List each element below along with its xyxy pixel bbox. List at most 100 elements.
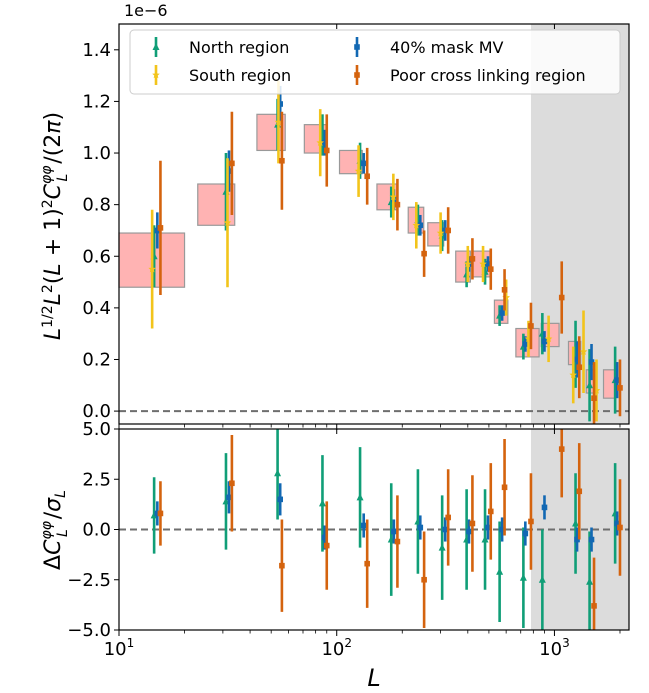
bottom-point-0-4 [356, 493, 364, 501]
bottom-point-1-14 [588, 536, 595, 543]
top-point-1-12 [541, 338, 548, 345]
bottom-point-3-11 [528, 518, 534, 525]
top-point-1-1 [226, 168, 232, 174]
top-point-2-1 [223, 218, 232, 226]
top-point-3-2 [279, 157, 285, 164]
bottom-point-1-13 [574, 536, 580, 543]
top-point-3-5 [394, 201, 401, 208]
bottom-point-3-5 [394, 538, 401, 545]
bottom-point-1-11 [522, 530, 529, 537]
reference-lines-layer [119, 410, 629, 531]
bottom-point-3-13 [576, 488, 583, 495]
bottom-y-tick-label-0: −5.0 [67, 620, 111, 641]
bottom-point-1-7 [442, 526, 449, 533]
data-points-layer [148, 80, 623, 630]
bottom-point-0-9 [481, 535, 489, 543]
top-point-3-13 [576, 364, 583, 371]
top-point-1-3 [321, 139, 328, 146]
top-point-1-9 [485, 261, 491, 267]
bottom-point-1-5 [391, 528, 397, 535]
top-point-2-12 [544, 334, 553, 343]
top-point-2-5 [389, 192, 398, 201]
legend-label-north: North region [189, 38, 289, 57]
top-point-3-15 [617, 385, 623, 391]
top-y-tick-label-2: 0.4 [82, 298, 111, 319]
bottom-point-3-0 [157, 510, 164, 517]
axes-layer: 0.0 0.2 0.4 0.6 0.8 1.0 1.2 1.4 −5.0 −2.5 0.0 2.5 5.… [67, 23, 630, 660]
bottom-point-3-3 [323, 542, 330, 549]
top-point-2-6 [412, 221, 421, 229]
bottom-point-0-14 [586, 577, 594, 585]
top-point-2-7 [436, 229, 445, 237]
bottom-point-1-1 [226, 494, 232, 501]
top-point-3-8 [469, 256, 476, 262]
top-point-3-9 [487, 266, 494, 272]
bottom-point-3-9 [487, 508, 494, 515]
bottom-point-3-1 [229, 480, 235, 487]
bottom-point-0-0 [150, 511, 158, 519]
top-point-3-11 [528, 323, 534, 329]
bottom-point-1-15 [614, 520, 620, 527]
top-axes-frame [118, 23, 630, 425]
bottom-point-3-12 [558, 446, 565, 452]
top-y-tick-label-3: 0.6 [82, 246, 111, 267]
top-point-0-14 [586, 381, 594, 389]
top-y-tick-label-0: 0.0 [82, 401, 111, 422]
top-point-3-1 [229, 160, 235, 167]
legend-markers [152, 37, 360, 85]
top-point-3-0 [157, 225, 164, 231]
bottom-point-0-11 [519, 573, 527, 581]
top-point-2-9 [479, 260, 487, 268]
legend-marker-1 [354, 44, 360, 50]
top-y-tick-label-7: 1.4 [82, 40, 111, 61]
bottom-point-3-15 [617, 524, 623, 531]
bottom-point-1-9 [485, 524, 491, 531]
top-point-2-3 [316, 138, 325, 146]
bottom-point-1-8 [466, 528, 472, 535]
bottom-point-3-8 [469, 520, 476, 527]
top-point-1-4 [360, 160, 367, 167]
top-point-1-15 [614, 377, 620, 383]
top-y-tick-label-6: 1.2 [82, 91, 111, 112]
x-axis-label: L [367, 664, 380, 692]
top-point-3-10 [501, 287, 508, 293]
legend: North region 40% mask MV South region Po… [129, 29, 621, 95]
top-point-2-0 [148, 265, 156, 273]
top-y-tick-label-4: 0.8 [82, 195, 111, 216]
bottom-point-3-4 [364, 560, 370, 567]
legend-label-mask: 40% mask MV [390, 38, 504, 57]
top-point-2-2 [274, 118, 283, 126]
bottom-point-3-7 [445, 514, 451, 521]
bottom-point-1-12 [541, 504, 548, 511]
bottom-y-tick-label-2: 0.0 [82, 520, 111, 541]
top-point-3-6 [421, 250, 427, 257]
bottom-point-0-2 [274, 469, 282, 477]
top-y-axis-label: L1/2L2(L + 1)2CφφL/(2π) [39, 112, 71, 340]
legend-label-poor: Poor cross linking region [390, 66, 586, 85]
top-point-1-6 [417, 222, 424, 229]
top-point-2-8 [464, 260, 472, 268]
top-point-1-2 [277, 101, 283, 107]
bottom-y-tick-label-1: −2.5 [67, 570, 111, 591]
bottom-point-0-3 [318, 499, 326, 507]
top-point-3-14 [591, 395, 597, 401]
top-y-tick-label-1: 0.2 [82, 349, 111, 370]
bottom-y-tick-label-4: 5.0 [82, 419, 111, 440]
bottom-point-1-3 [321, 534, 328, 541]
top-point-3-4 [364, 173, 370, 180]
top-point-1-7 [442, 227, 449, 234]
bottom-point-0-10 [496, 567, 504, 575]
x-tick-label-2: 103 [539, 636, 570, 660]
bottom-point-1-10 [499, 526, 505, 533]
top-point-1-11 [522, 341, 529, 347]
bottom-point-3-2 [279, 562, 285, 569]
bottom-y-axis-label: ΔCφφL/σL [39, 490, 71, 570]
top-point-1-10 [499, 310, 505, 316]
top-point-1-14 [588, 359, 595, 365]
y-scale-factor: 1e−6 [124, 1, 168, 20]
top-point-1-0 [154, 227, 161, 234]
bottom-point-3-14 [591, 603, 597, 609]
x-tick-label-1: 102 [321, 636, 352, 660]
top-point-2-4 [354, 167, 363, 175]
